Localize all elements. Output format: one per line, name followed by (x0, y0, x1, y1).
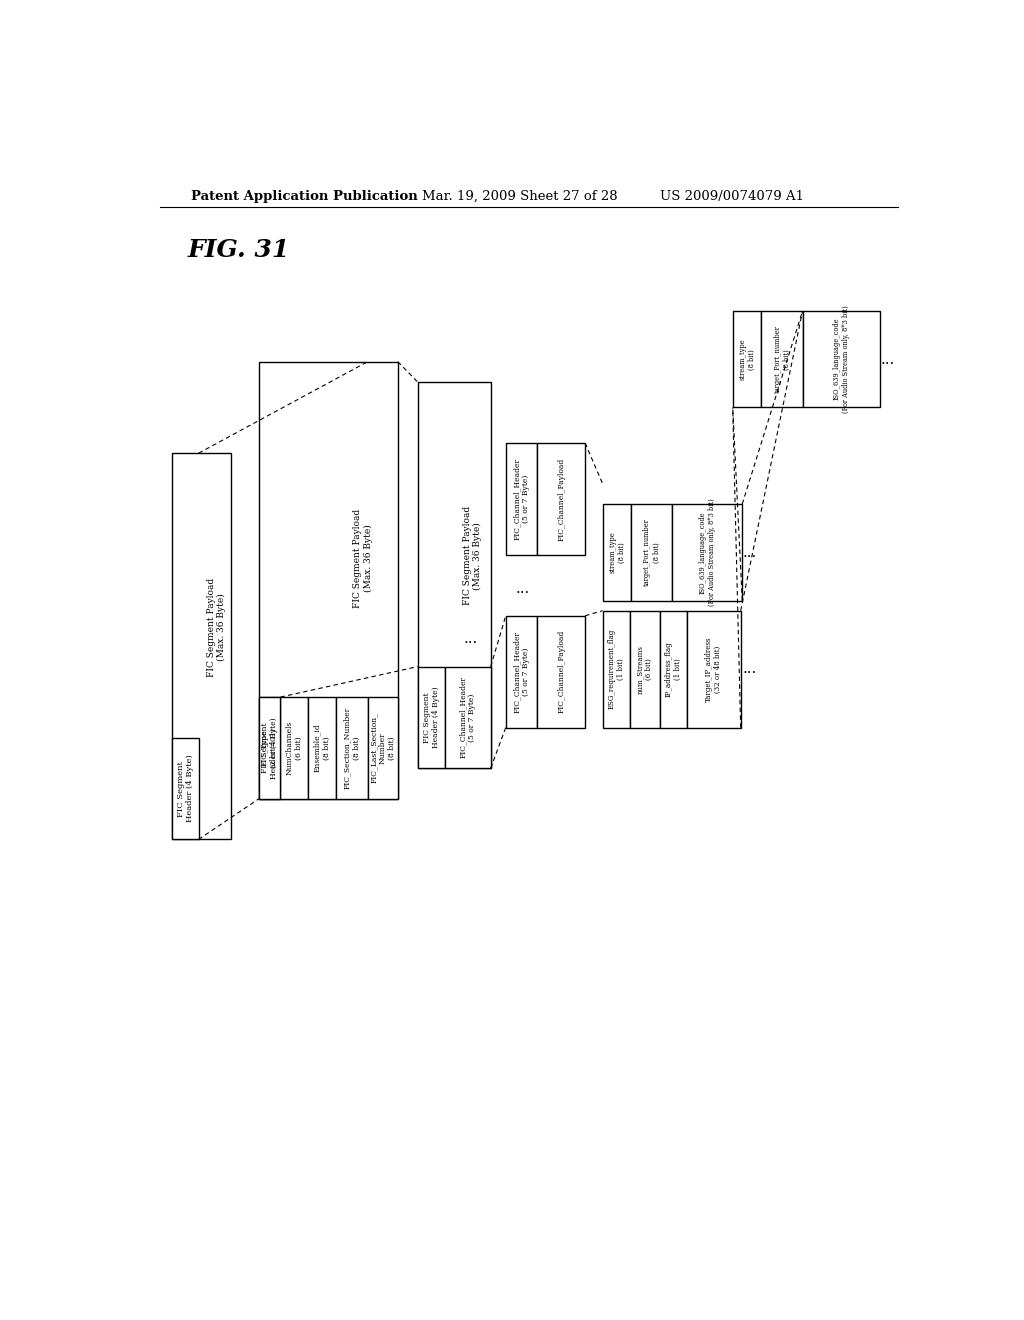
Bar (803, 312, 881, 408)
Bar (444, 667, 490, 768)
Bar (687, 611, 740, 727)
Text: ...: ... (881, 352, 895, 367)
Bar (538, 444, 585, 554)
Text: ...: ... (464, 632, 478, 647)
Text: FIC Segment
Header (4 Byte): FIC Segment Header (4 Byte) (423, 686, 439, 748)
Text: NumChannels
(6 bit): NumChannels (6 bit) (286, 721, 303, 775)
Bar (172, 453, 231, 840)
Text: num_Streams
(6 bit): num_Streams (6 bit) (636, 644, 653, 693)
Bar (172, 738, 199, 840)
Text: ESG_requirement_flag
(1 bit): ESG_requirement_flag (1 bit) (607, 630, 625, 709)
Text: FIC Segment Payload
(Max. 36 Byte): FIC Segment Payload (Max. 36 Byte) (207, 577, 226, 677)
Text: target_Port_number
(8 bit): target_Port_number (8 bit) (773, 325, 791, 393)
Text: Mar. 19, 2009 Sheet 27 of 28: Mar. 19, 2009 Sheet 27 of 28 (422, 190, 617, 202)
Text: FIC_Channel_Header
(5 or 7 Byte): FIC_Channel_Header (5 or 7 Byte) (513, 631, 530, 713)
Text: IP_address_flag
(1 bit): IP_address_flag (1 bit) (665, 642, 682, 697)
Text: FIC Segment
Header (4 Byte): FIC Segment Header (4 Byte) (176, 755, 194, 822)
Text: stream_type
(8 bit): stream_type (8 bit) (608, 532, 626, 573)
Bar (506, 444, 538, 554)
Text: ...: ... (743, 661, 758, 676)
Text: ...: ... (515, 582, 529, 597)
Text: FIC Segment
Header (4 Byte): FIC Segment Header (4 Byte) (261, 717, 279, 779)
Bar (761, 312, 803, 408)
Bar (368, 697, 397, 799)
Text: Patent Application Publication: Patent Application Publication (191, 190, 418, 202)
Bar (259, 697, 281, 799)
Bar (733, 312, 761, 408)
Text: FIC_Channel_Payload: FIC_Channel_Payload (557, 630, 565, 713)
Bar (538, 615, 585, 727)
Bar (336, 697, 368, 799)
Bar (418, 381, 490, 768)
Text: FIC_Channel_Header
(5 or 7 Byte): FIC_Channel_Header (5 or 7 Byte) (513, 458, 530, 540)
Text: FIC Segment Payload
(Max. 36 Byte): FIC Segment Payload (Max. 36 Byte) (353, 508, 373, 609)
Text: ISO_639_language_code
(For Audio Stream only, 8*3 bit): ISO_639_language_code (For Audio Stream … (698, 499, 716, 606)
Bar (602, 504, 631, 601)
Text: FIC Segment Payload
(Max. 36 Byte): FIC Segment Payload (Max. 36 Byte) (463, 507, 482, 606)
Bar (673, 504, 742, 601)
Bar (259, 697, 281, 799)
Text: stream_type
(8 bit): stream_type (8 bit) (738, 338, 756, 380)
Text: FIC_Channel_Header
(5 or 7 Byte): FIC_Channel_Header (5 or 7 Byte) (459, 676, 476, 759)
Bar (308, 697, 336, 799)
Text: Target_IP_address
(32 or 48 bit): Target_IP_address (32 or 48 bit) (706, 636, 722, 702)
Text: Ensemble_id
(8 bit): Ensemble_id (8 bit) (313, 723, 331, 772)
Bar (281, 697, 308, 799)
Bar (506, 615, 538, 727)
Text: FIG. 31: FIG. 31 (187, 238, 290, 261)
Bar (418, 667, 444, 768)
Text: ISO_639_language_code
(For Audio Stream only, 8*3 bit): ISO_639_language_code (For Audio Stream … (833, 305, 850, 413)
Bar (259, 362, 397, 799)
Text: FIC_Last_Section_
Number
(8 bit): FIC_Last_Section_ Number (8 bit) (370, 713, 396, 783)
Bar (602, 611, 630, 727)
Text: target_Port_number
(8 bit): target_Port_number (8 bit) (643, 519, 660, 586)
Text: ...: ... (743, 545, 758, 560)
Text: FIC_Type
(2 bit=01): FIC_Type (2 bit=01) (261, 729, 279, 768)
Bar (630, 611, 659, 727)
Text: FIC_Section_Number
(8 bit): FIC_Section_Number (8 bit) (343, 706, 360, 789)
Text: US 2009/0074079 A1: US 2009/0074079 A1 (659, 190, 804, 202)
Bar (631, 504, 673, 601)
Bar (659, 611, 687, 727)
Text: FIC_Channel_Payload: FIC_Channel_Payload (557, 457, 565, 540)
